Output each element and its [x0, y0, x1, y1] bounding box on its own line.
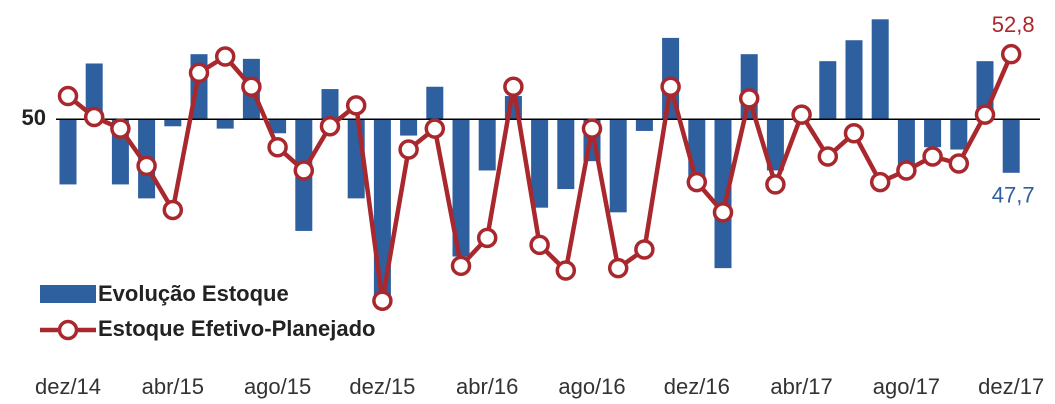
- line-marker: [817, 146, 839, 167]
- line-marker: [686, 171, 708, 193]
- line-marker: [450, 255, 472, 277]
- bar: [766, 119, 784, 171]
- bar: [897, 119, 915, 171]
- line-marker: [712, 202, 734, 223]
- bar: [478, 119, 496, 171]
- x-tick-label: abr/16: [456, 374, 518, 399]
- x-tick-label: abr/15: [142, 374, 204, 399]
- line-marker: [345, 95, 367, 116]
- legend-swatch: [40, 285, 96, 303]
- line-marker: [136, 155, 157, 177]
- line-marker: [869, 171, 891, 193]
- line-marker: [843, 123, 865, 144]
- x-tick-label: abr/17: [770, 374, 832, 399]
- line-marker: [372, 290, 393, 311]
- line-marker: [529, 234, 550, 256]
- bar: [714, 119, 732, 269]
- value-label: 52,8: [992, 12, 1035, 37]
- x-tick-label: dez/15: [349, 374, 415, 399]
- line-marker: [424, 118, 446, 139]
- line-marker: [476, 227, 498, 249]
- x-tick-label: dez/17: [978, 374, 1044, 399]
- line-marker: [57, 85, 79, 107]
- bar: [452, 119, 470, 257]
- line-marker: [555, 260, 577, 281]
- bar: [871, 19, 889, 120]
- line-marker: [241, 76, 262, 97]
- bar: [269, 119, 287, 134]
- bar: [1002, 119, 1020, 173]
- line-marker: [791, 104, 812, 125]
- x-tick-label: ago/16: [558, 374, 625, 399]
- bar: [85, 63, 103, 120]
- line-marker: [581, 118, 603, 139]
- line-marker: [607, 257, 629, 279]
- y-tick-label: 50: [22, 105, 46, 130]
- x-tick-label: dez/16: [664, 374, 730, 399]
- bar: [321, 89, 339, 120]
- line-marker: [188, 62, 210, 84]
- line-marker: [110, 118, 131, 139]
- line-marker: [634, 239, 655, 260]
- bar: [924, 119, 942, 148]
- line-marker: [319, 116, 341, 137]
- line-marker: [398, 139, 419, 160]
- bar: [59, 119, 77, 185]
- bar: [531, 119, 549, 208]
- line-marker: [948, 153, 970, 174]
- bar: [635, 119, 653, 131]
- line-marker: [503, 76, 524, 97]
- line-marker: [1000, 43, 1022, 65]
- bar: [845, 40, 863, 120]
- line-marker: [738, 88, 760, 109]
- bar: [819, 61, 837, 120]
- legend-label: Estoque Efetivo-Planejado: [98, 316, 376, 341]
- x-tick-label: ago/17: [873, 374, 940, 399]
- line-marker: [765, 174, 786, 195]
- value-label: 47,7: [992, 183, 1035, 208]
- bar: [950, 119, 968, 150]
- x-tick-label: ago/15: [244, 374, 311, 399]
- line-marker: [660, 76, 681, 97]
- x-tick-label: dez/14: [35, 374, 101, 399]
- bar: [164, 119, 182, 127]
- line-marker: [214, 46, 236, 67]
- bar: [400, 119, 418, 136]
- line-marker: [896, 160, 917, 181]
- line-marker: [83, 106, 105, 128]
- legend-label: Evolução Estoque: [98, 281, 289, 306]
- line-marker: [293, 160, 315, 181]
- line-marker: [162, 199, 184, 221]
- legend-swatch: [57, 319, 79, 341]
- bar: [557, 119, 575, 190]
- bar: [609, 119, 627, 213]
- line-marker: [267, 136, 288, 158]
- bar: [216, 119, 234, 129]
- bar: [426, 86, 444, 120]
- line-marker: [922, 146, 943, 167]
- bar: [740, 54, 758, 120]
- line-marker: [974, 104, 996, 125]
